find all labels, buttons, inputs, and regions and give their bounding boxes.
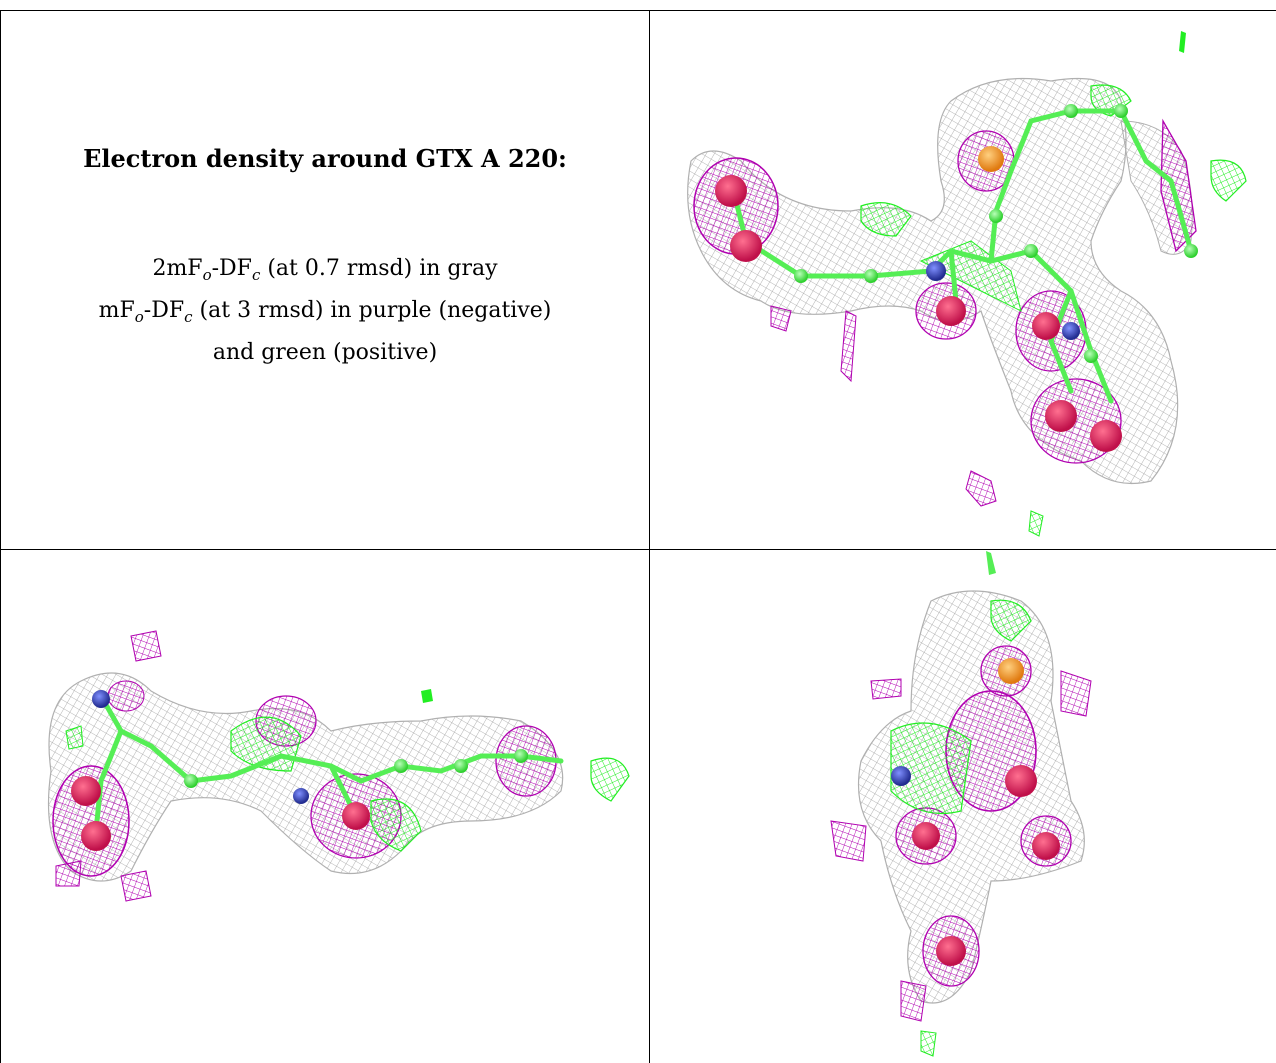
green-mesh [890,551,1032,1057]
panel-bottom-left [1,551,649,1063]
panel-bottom-right [651,551,1276,1063]
caption-title: Electron density around GTX A 220: [83,144,567,173]
caption-line-1-mid: -DF [211,256,252,281]
caption-line-3: and green (positive) [212,340,438,365]
density-view-top-right [687,31,1247,537]
caption-line-2-suffix: (at 3 rmsd) in purple (negative) [192,298,552,323]
density-view-bottom-right [830,551,1092,1057]
molecule-atoms [71,690,528,851]
caption-line-2-sub-c: c [184,308,193,326]
molecule-atoms [891,658,1060,966]
caption-line-1-prefix: 2mF [152,256,203,281]
table-border-middle-horizontal [0,549,1276,550]
table-border-middle-vertical [649,10,650,1063]
table-border-top [0,10,1276,11]
density-view-bottom-left [47,630,630,902]
caption-line-1: 2mFo-DFc (at 0.7 rmsd) in gray [1,251,649,293]
molecule-atoms [715,104,1198,452]
table-border-left [0,10,1,1063]
caption-line-2-sub-o: o [134,308,144,326]
caption-line-2-mid: -DF [143,298,185,323]
caption-line-2: mFo-DFc (at 3 rmsd) in purple (negative) [1,293,649,335]
panel-top-right [651,11,1276,548]
caption-line-1-suffix: (at 0.7 rmsd) in gray [260,256,498,281]
caption-line-2-prefix: mF [98,298,135,323]
caption-cell: Electron density around GTX A 220: 2mFo-… [1,11,649,548]
caption-body: 2mFo-DFc (at 0.7 rmsd) in gray mFo-DFc (… [1,251,649,370]
gray-mesh [47,672,564,882]
caption-line-1-sub-o: o [202,266,212,284]
caption-line-1-sub-c: c [251,266,261,284]
